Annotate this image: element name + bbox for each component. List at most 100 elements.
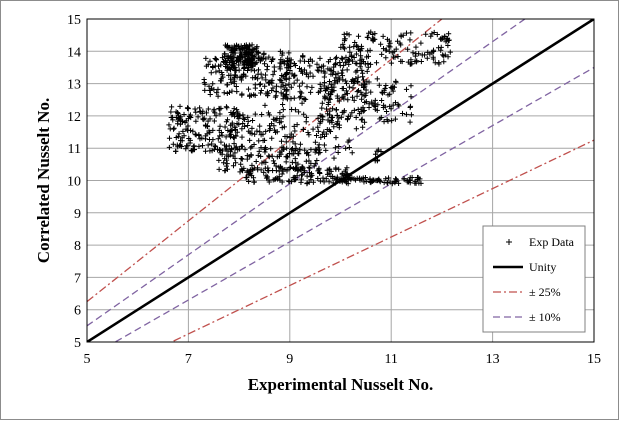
data-point: [280, 96, 286, 102]
data-point: [205, 106, 211, 112]
data-point: [287, 165, 293, 171]
data-point: [255, 49, 261, 55]
data-point: [192, 106, 198, 112]
data-point: [244, 61, 250, 67]
data-point: [337, 63, 343, 69]
data-point: [349, 94, 356, 100]
data-point: [240, 120, 246, 127]
data-point: [282, 133, 288, 140]
data-point: [359, 67, 365, 73]
legend-label: Exp Data: [529, 235, 575, 249]
data-point: [330, 180, 336, 186]
data-point: [233, 144, 239, 150]
data-point: [382, 104, 388, 110]
data-point: [293, 176, 299, 183]
data-point: [392, 180, 398, 186]
data-point: [326, 112, 333, 118]
data-point: [239, 143, 245, 149]
data-point: [355, 33, 362, 39]
y-tick-label: 14: [67, 45, 81, 60]
data-point: [407, 37, 413, 43]
data-point: [303, 114, 309, 121]
data-point: [349, 58, 356, 64]
data-point: [174, 142, 180, 148]
data-point: [409, 61, 415, 67]
data-point: [399, 110, 406, 117]
data-point: [385, 175, 392, 181]
data-point: [213, 69, 219, 75]
data-point: [288, 84, 294, 90]
data-point: [331, 124, 337, 130]
y-tick-label: 8: [74, 239, 81, 254]
data-point: [248, 67, 254, 73]
data-point: [353, 69, 359, 75]
data-point: [395, 53, 401, 60]
data-point: [375, 102, 381, 108]
plot-area: [86, 18, 595, 343]
data-point: [278, 138, 285, 144]
data-point: [347, 44, 353, 50]
data-point: [283, 91, 290, 98]
data-point: [319, 100, 325, 106]
data-point: [324, 86, 330, 92]
y-tick-labels: 5 6 7 8 9 10 11 12 13 14 15: [67, 13, 81, 351]
data-point: [247, 137, 253, 144]
data-point: [295, 161, 301, 167]
data-point: [407, 119, 413, 125]
data-point: [320, 117, 326, 123]
data-point: [212, 143, 218, 149]
data-point: [205, 142, 211, 148]
data-point: [371, 36, 377, 42]
data-point: [249, 125, 255, 131]
data-point: [351, 107, 357, 113]
data-point: [387, 103, 393, 110]
data-point: [217, 111, 223, 117]
data-point: [325, 101, 331, 108]
data-point: [361, 119, 368, 125]
data-point: [245, 118, 251, 125]
data-point: [232, 67, 239, 74]
data-point: [315, 175, 321, 182]
data-point: [340, 67, 346, 73]
data-point: [277, 48, 283, 54]
data-point: [203, 123, 209, 129]
data-point: [224, 42, 231, 48]
data-point: [243, 49, 250, 55]
data-point: [283, 82, 289, 88]
data-point: [224, 90, 230, 97]
data-point: [413, 44, 419, 50]
data-point: [238, 161, 244, 167]
data-point: [317, 81, 323, 87]
data-point: [385, 118, 391, 124]
data-point: [321, 74, 327, 80]
data-point: [210, 137, 216, 143]
data-point: [310, 126, 316, 132]
data-point: [216, 127, 222, 134]
data-point: [359, 70, 366, 76]
data-point: [316, 68, 322, 74]
data-point: [353, 126, 359, 132]
data-point: [252, 61, 258, 67]
data-point: [187, 140, 193, 146]
data-point: [333, 72, 339, 78]
data-point: [249, 131, 255, 137]
legend-marker: [506, 239, 512, 245]
data-point: [227, 58, 233, 64]
data-point: [354, 93, 360, 99]
data-point: [390, 102, 396, 108]
data-point: [345, 97, 351, 103]
data-point: [297, 89, 303, 95]
data-point: [437, 36, 444, 42]
data-point: [409, 174, 415, 181]
data-point: [336, 143, 342, 150]
data-point: [301, 67, 308, 73]
data-point: [371, 102, 377, 108]
data-point: [240, 112, 246, 118]
data-point: [355, 74, 361, 80]
data-point: [279, 171, 285, 177]
data-point: [301, 111, 307, 117]
data-point: [298, 166, 304, 173]
data-point: [222, 124, 228, 130]
data-point: [416, 180, 422, 186]
data-point: [176, 131, 182, 137]
